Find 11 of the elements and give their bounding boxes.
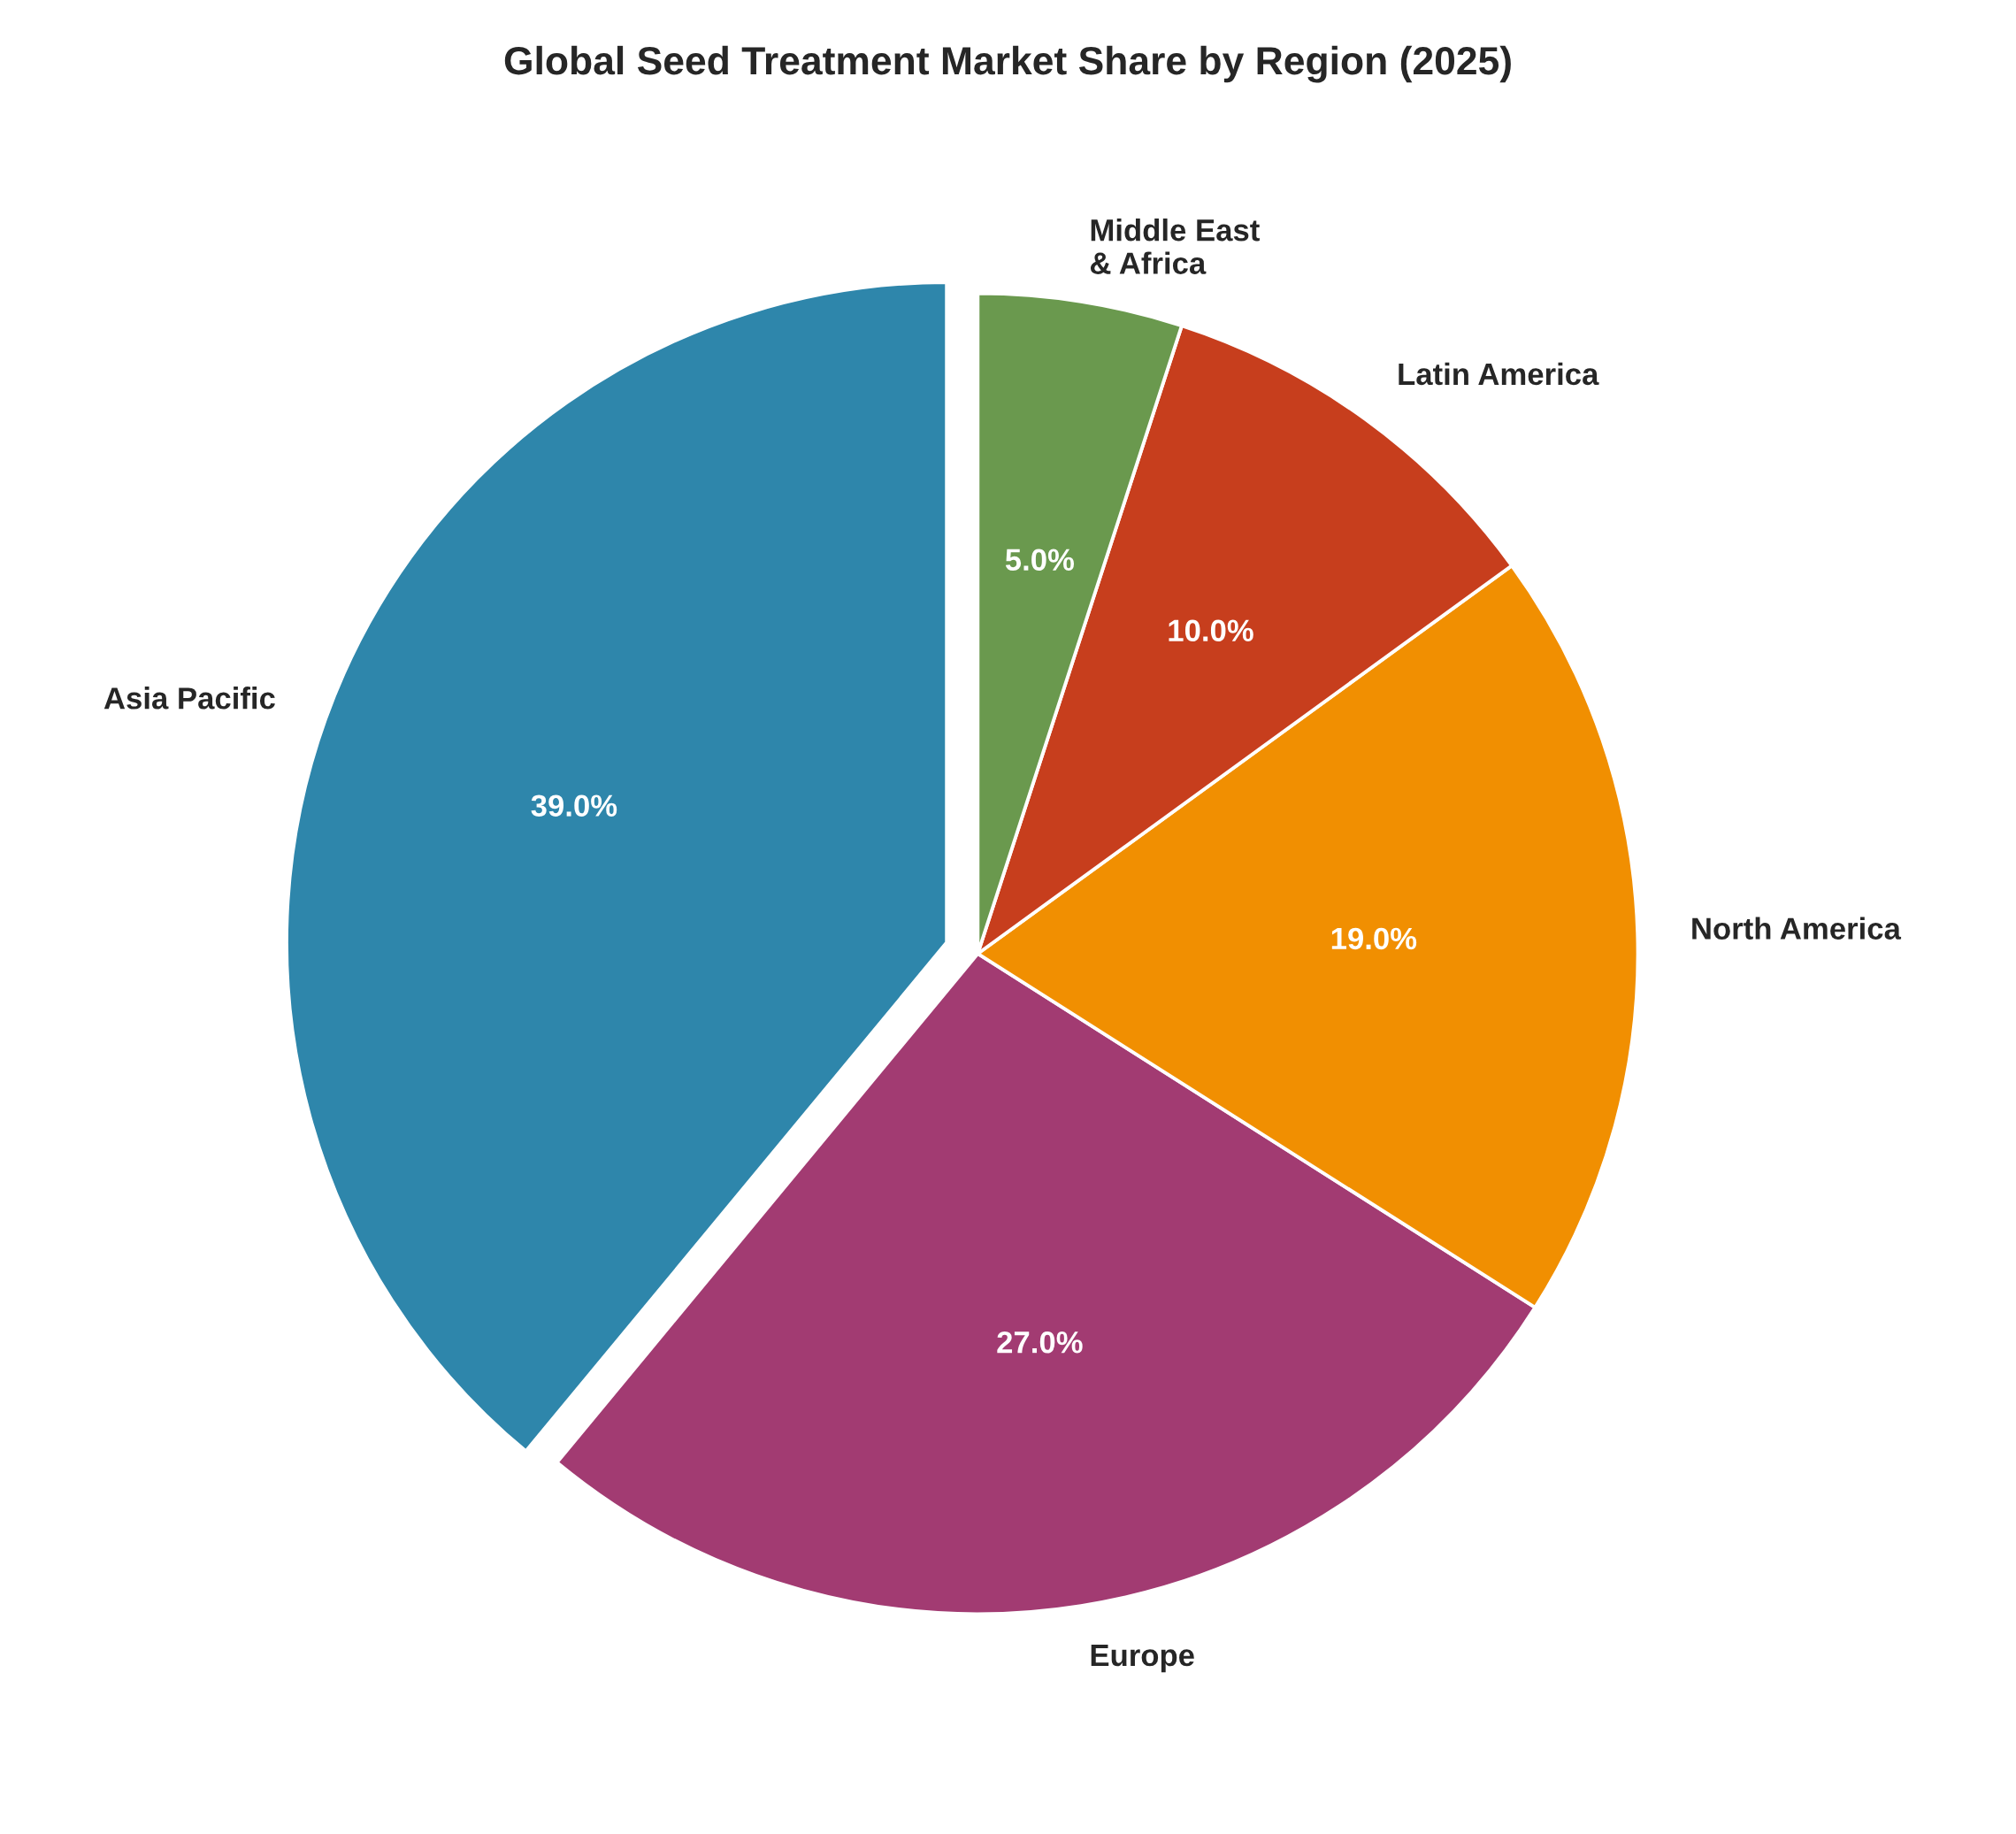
slice-label: North America bbox=[1692, 917, 1902, 940]
chart-title: Global Seed Treatment Market Share by Region (2025) bbox=[504, 45, 1511, 83]
data-label: 27.0% bbox=[997, 1331, 1083, 1354]
slice-label: Europe bbox=[1091, 1645, 1194, 1673]
data-label: 39.0% bbox=[531, 794, 617, 817]
slice-label: Latin America bbox=[1399, 362, 1599, 386]
data-label: 5.0% bbox=[1005, 549, 1075, 572]
data-label: 19.0% bbox=[1331, 927, 1417, 950]
slice-label: Middle East & Africa bbox=[1090, 219, 1260, 274]
data-label: 10.0% bbox=[1169, 619, 1253, 642]
slice-label: Asia Pacific bbox=[103, 687, 275, 710]
